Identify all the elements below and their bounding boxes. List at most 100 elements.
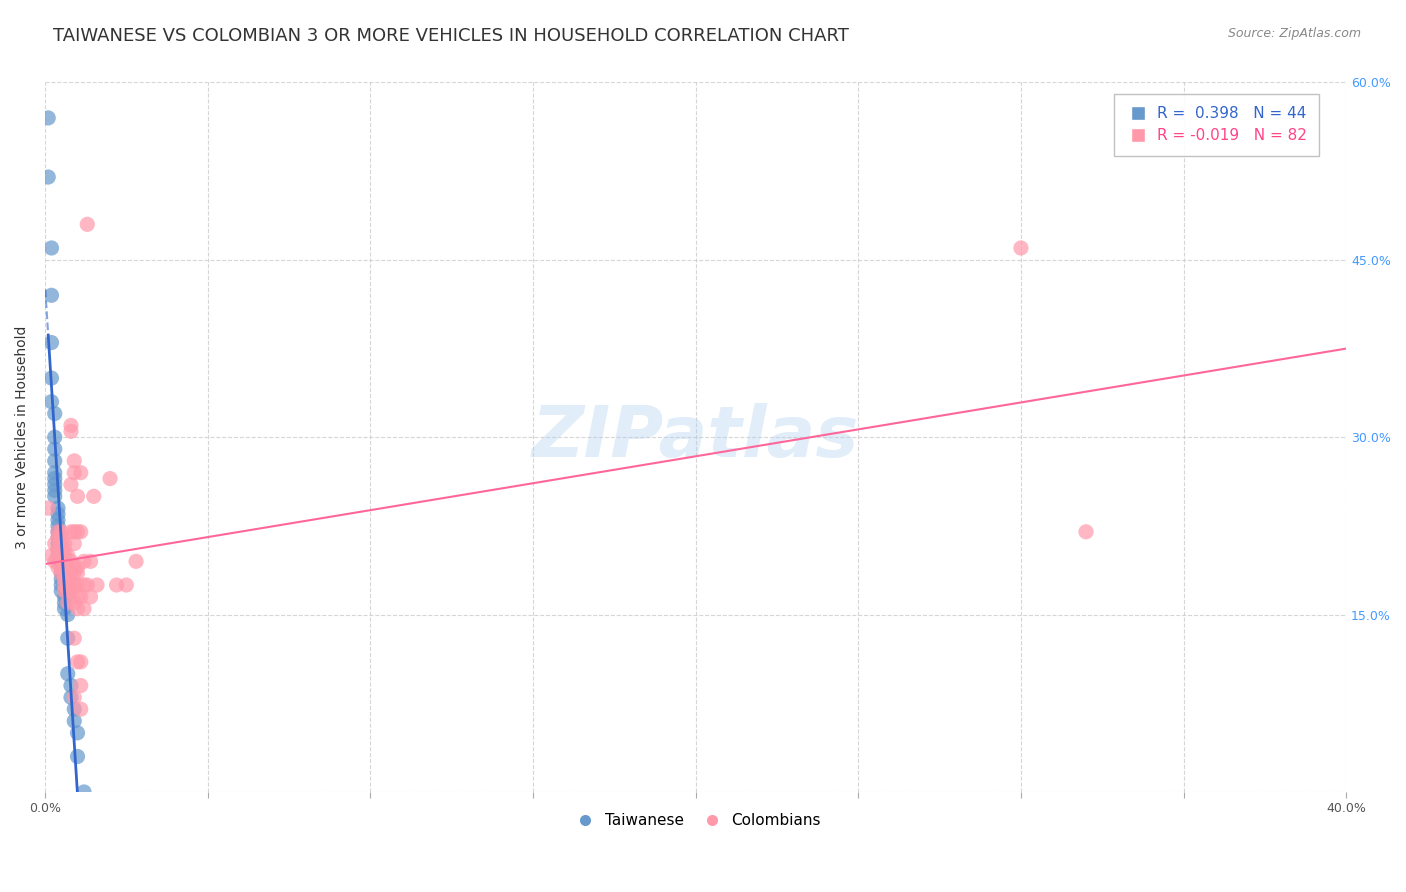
Point [66,749,89,764]
Point [59,690,82,705]
Point [51,560,73,574]
Point [51,560,73,574]
Point [46,524,69,539]
Point [83,489,105,503]
Point [56,596,79,610]
Point [41,371,63,385]
Point [44,477,66,491]
Point [44,442,66,456]
Point [46,531,69,545]
Text: ZIPatlas: ZIPatlas [531,402,859,472]
Point [51,524,73,539]
Point [1010,241,1032,255]
Point [73,601,96,615]
Point [73,554,96,568]
Point [46,554,69,568]
Point [59,554,82,568]
Point [44,483,66,498]
Point [46,513,69,527]
Point [51,536,73,550]
Point [44,472,66,486]
Point [53,583,76,598]
Point [76,218,98,232]
Point [56,560,79,574]
Point [37,111,59,125]
Point [56,549,79,563]
Point [41,288,63,302]
Point [73,578,96,592]
Point [63,714,86,728]
Point [51,572,73,586]
Point [53,560,76,574]
Point [63,596,86,610]
Point [1074,524,1097,539]
Point [98,472,121,486]
Point [63,524,86,539]
Point [53,554,76,568]
Point [41,241,63,255]
Point [46,501,69,516]
Point [41,394,63,409]
Point [53,566,76,581]
Point [46,542,69,557]
Point [66,601,89,615]
Point [46,536,69,550]
Point [59,583,82,598]
Point [44,536,66,550]
Point [59,578,82,592]
Point [86,578,108,592]
Point [66,655,89,669]
Point [51,549,73,563]
Point [66,566,89,581]
Point [53,572,76,586]
Point [44,489,66,503]
Point [51,554,73,568]
Point [76,578,98,592]
Point [59,425,82,439]
Point [53,596,76,610]
Point [37,501,59,516]
Point [53,601,76,615]
Point [37,169,59,184]
Point [51,566,73,581]
Point [51,583,73,598]
Point [105,578,128,592]
Text: Source: ZipAtlas.com: Source: ZipAtlas.com [1227,27,1361,40]
Point [53,549,76,563]
Point [66,726,89,740]
Point [63,466,86,480]
Point [46,542,69,557]
Point [73,785,96,799]
Point [46,531,69,545]
Point [59,679,82,693]
Point [59,477,82,491]
Point [63,560,86,574]
Point [69,679,91,693]
Point [79,590,101,604]
Point [63,566,86,581]
Point [44,466,66,480]
Point [46,507,69,521]
Point [51,554,73,568]
Point [69,466,91,480]
Point [63,578,86,592]
Point [69,655,91,669]
Point [46,560,69,574]
Point [66,524,89,539]
Point [41,335,63,350]
Point [51,578,73,592]
Point [66,590,89,604]
Point [44,454,66,468]
Point [46,519,69,533]
Point [44,554,66,568]
Point [63,702,86,716]
Point [125,554,148,568]
Point [56,583,79,598]
Point [69,590,91,604]
Point [115,578,138,592]
Point [46,549,69,563]
Point [63,690,86,705]
Point [46,524,69,539]
Point [56,566,79,581]
Point [66,578,89,592]
